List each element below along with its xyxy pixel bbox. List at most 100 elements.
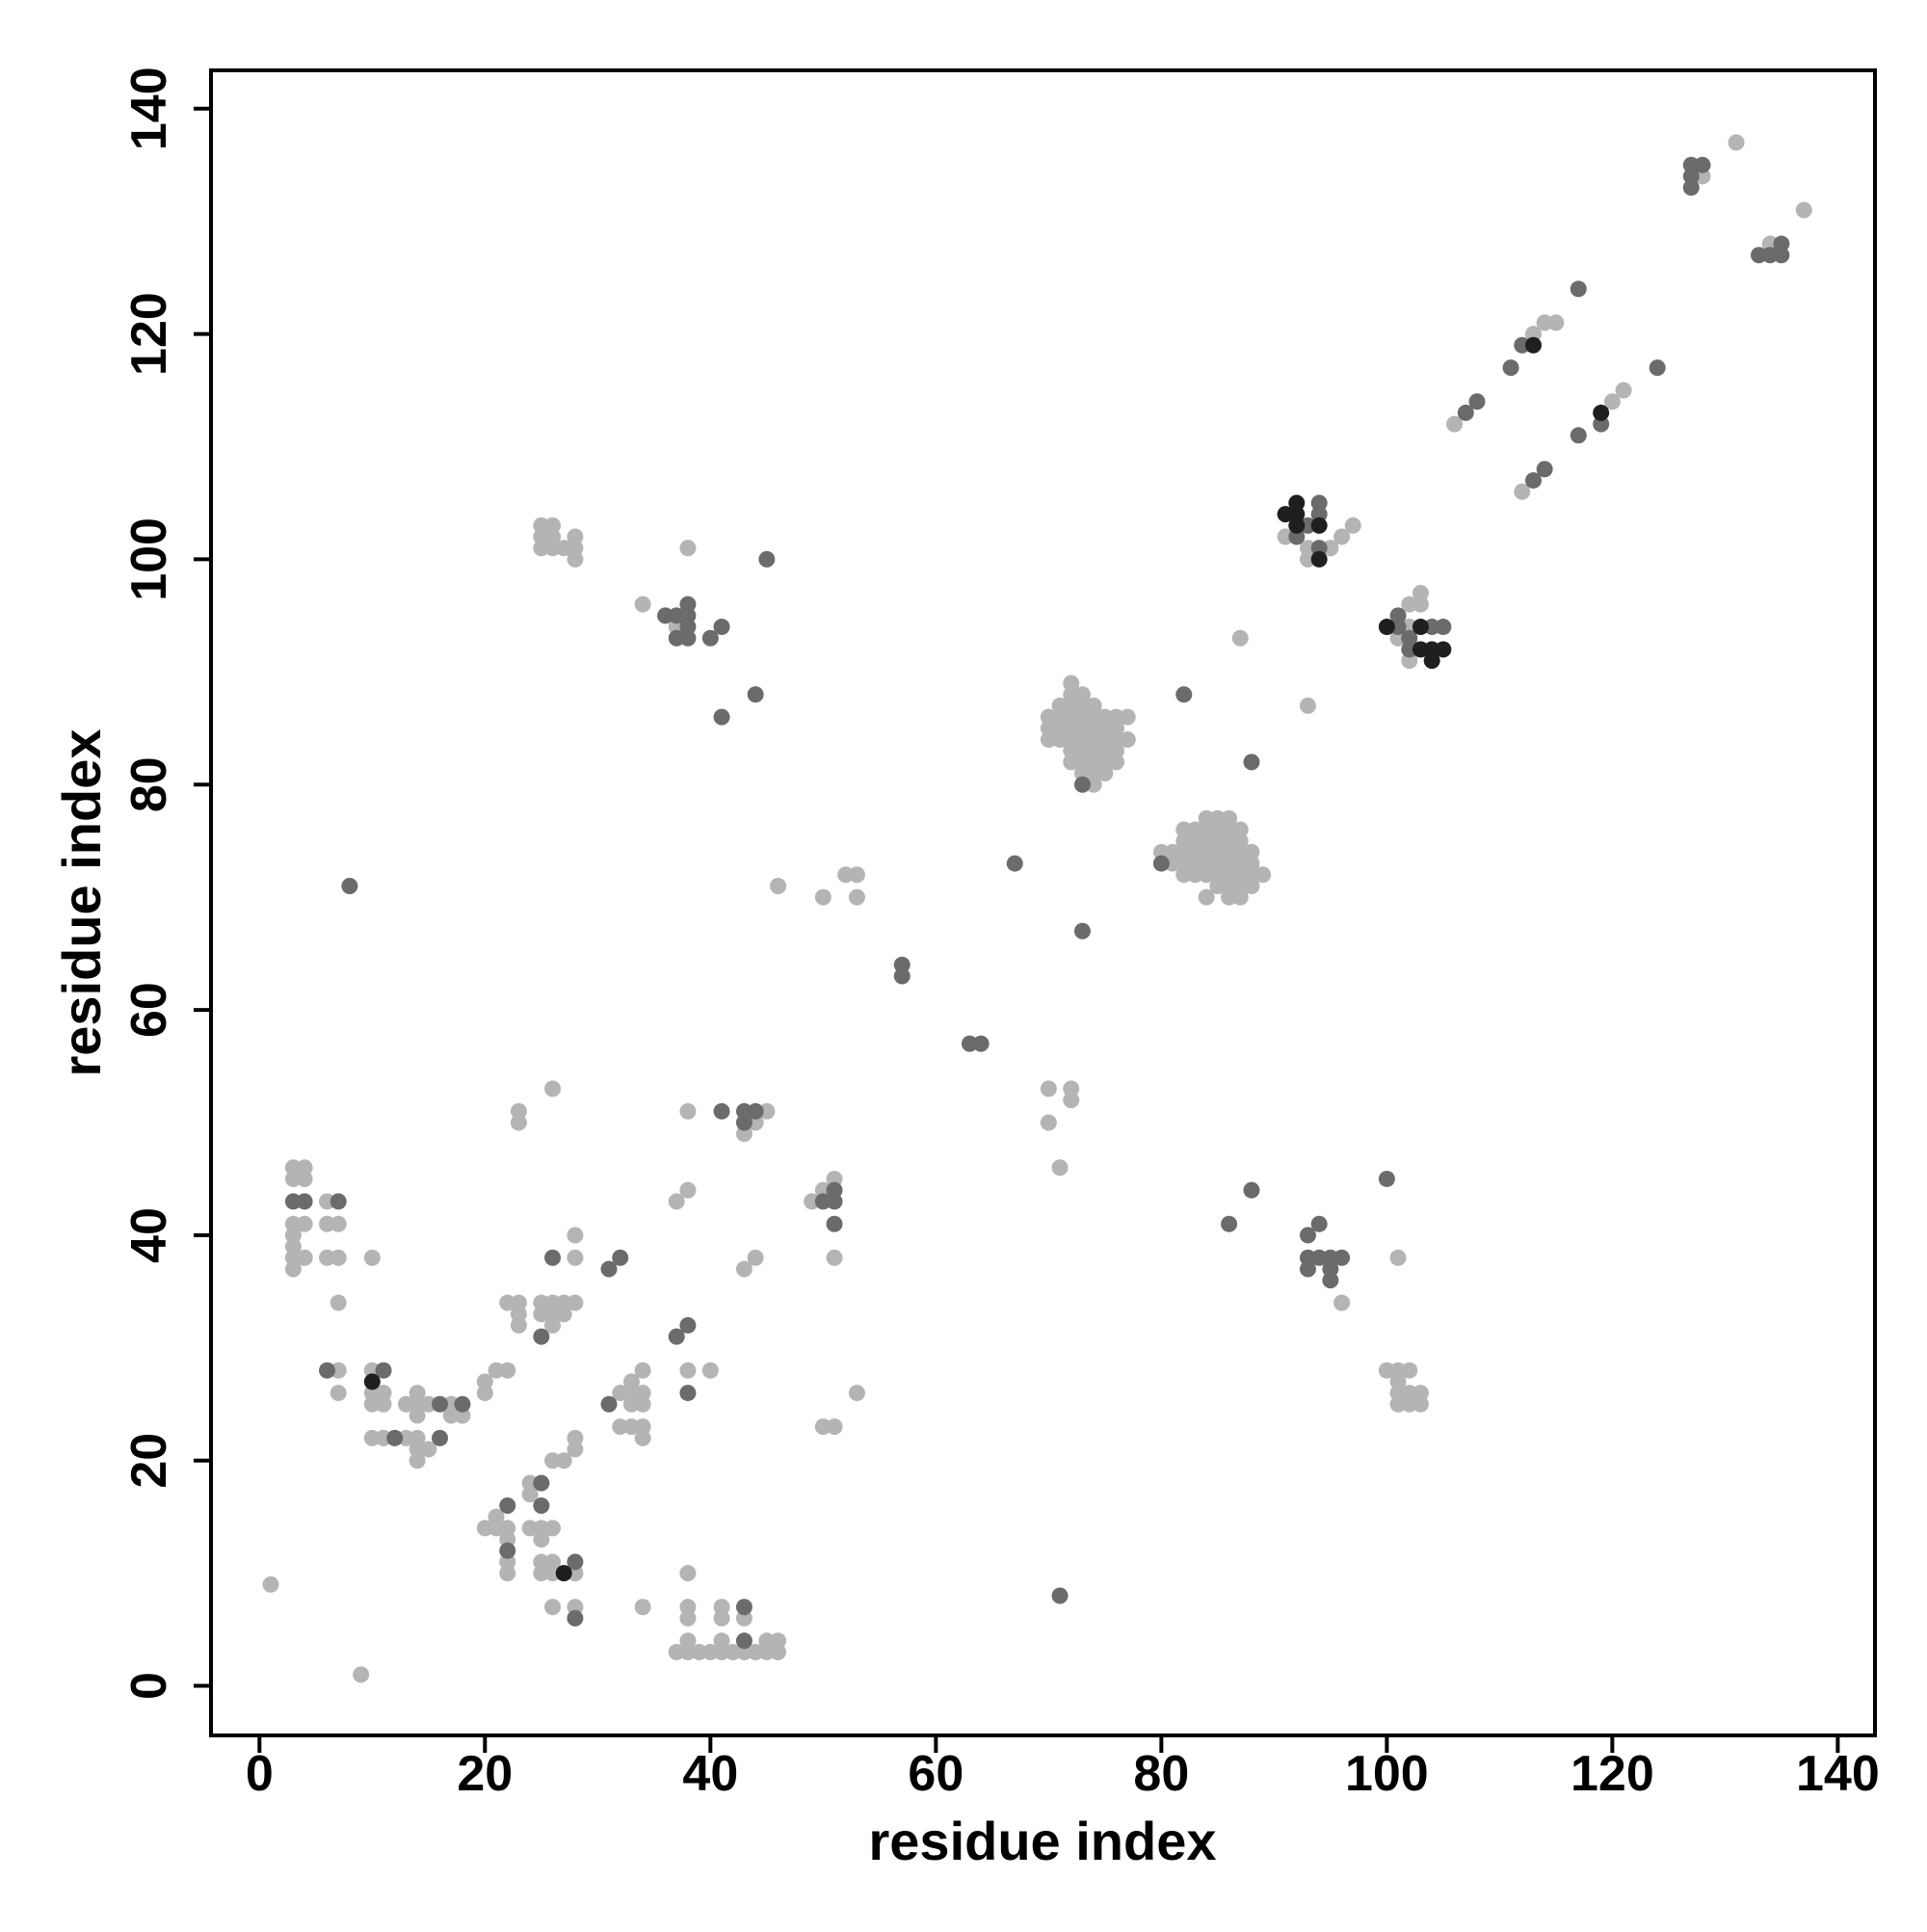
x-axis-title: residue index xyxy=(868,1811,1216,1871)
point xyxy=(1209,821,1227,838)
point xyxy=(1063,720,1080,737)
point xyxy=(488,1362,505,1379)
point xyxy=(1310,506,1328,523)
point xyxy=(1502,359,1519,377)
point xyxy=(397,1395,414,1413)
point xyxy=(499,1362,516,1379)
point xyxy=(1085,776,1102,793)
point xyxy=(1401,641,1418,658)
point xyxy=(319,1249,336,1266)
y-tick-label: 120 xyxy=(121,292,177,376)
point xyxy=(284,1260,302,1278)
point xyxy=(1063,754,1080,771)
y-tick-label: 0 xyxy=(121,1672,177,1700)
point xyxy=(1152,843,1170,860)
point xyxy=(622,1395,640,1413)
point xyxy=(363,1395,381,1413)
point xyxy=(1288,516,1306,534)
point xyxy=(499,1294,516,1311)
x-tick-label: 40 xyxy=(682,1746,738,1802)
point xyxy=(1073,765,1091,782)
point xyxy=(1221,866,1238,884)
point xyxy=(1108,754,1125,771)
point xyxy=(319,1362,336,1379)
point xyxy=(1333,1294,1351,1311)
point xyxy=(1378,1170,1395,1187)
x-tick-label: 140 xyxy=(1796,1746,1880,1802)
point xyxy=(510,1114,527,1131)
point xyxy=(1288,506,1306,523)
point xyxy=(1299,516,1316,534)
point xyxy=(1073,754,1091,771)
point xyxy=(1322,540,1339,557)
point xyxy=(409,1441,426,1458)
point xyxy=(600,1260,618,1278)
point xyxy=(363,1362,381,1379)
point xyxy=(499,1531,516,1548)
point xyxy=(1175,855,1193,872)
point xyxy=(1243,1181,1260,1199)
point xyxy=(893,967,911,985)
point xyxy=(1401,595,1418,613)
point xyxy=(1243,855,1260,872)
point xyxy=(713,1609,730,1627)
point xyxy=(1468,393,1486,410)
point xyxy=(1209,855,1227,872)
point xyxy=(533,1306,550,1323)
point xyxy=(544,528,562,545)
point xyxy=(330,1215,347,1232)
point xyxy=(1119,730,1136,748)
x-tick-label: 0 xyxy=(246,1746,274,1802)
point xyxy=(1186,855,1203,872)
point xyxy=(1096,730,1114,748)
point xyxy=(1085,730,1102,748)
point xyxy=(1186,866,1203,884)
point xyxy=(1198,843,1215,860)
point xyxy=(1221,809,1238,827)
point xyxy=(544,1316,562,1334)
point xyxy=(668,1643,685,1660)
point xyxy=(1412,584,1429,601)
point xyxy=(1412,1385,1429,1402)
point xyxy=(701,1362,719,1379)
point xyxy=(296,1159,313,1177)
point xyxy=(1682,156,1700,173)
point xyxy=(544,1080,562,1098)
point xyxy=(1073,720,1091,737)
point xyxy=(1221,843,1238,860)
point xyxy=(1514,336,1531,354)
point xyxy=(713,1102,730,1120)
point xyxy=(735,1643,752,1660)
point xyxy=(622,1385,640,1402)
point xyxy=(1231,629,1249,647)
point xyxy=(1085,742,1102,759)
point xyxy=(701,629,719,647)
point xyxy=(1085,708,1102,726)
point xyxy=(1096,765,1114,782)
point xyxy=(1198,809,1215,827)
point xyxy=(330,1193,347,1210)
point xyxy=(284,1227,302,1244)
point xyxy=(1073,708,1091,726)
point xyxy=(567,1565,584,1582)
point xyxy=(262,1575,279,1593)
point xyxy=(510,1294,527,1311)
point xyxy=(1299,1260,1316,1278)
y-tick-label: 140 xyxy=(121,66,177,150)
point xyxy=(1186,833,1203,850)
point xyxy=(1175,821,1193,838)
point xyxy=(600,1395,618,1413)
point xyxy=(893,956,911,973)
point xyxy=(1412,619,1429,636)
point xyxy=(848,1385,865,1402)
point xyxy=(826,1418,843,1436)
point xyxy=(330,1385,347,1402)
point xyxy=(1524,472,1542,490)
point xyxy=(488,1520,505,1537)
point xyxy=(1310,516,1328,534)
point xyxy=(1063,742,1080,759)
point xyxy=(1096,754,1114,771)
point xyxy=(1401,629,1418,647)
point xyxy=(1073,697,1091,714)
